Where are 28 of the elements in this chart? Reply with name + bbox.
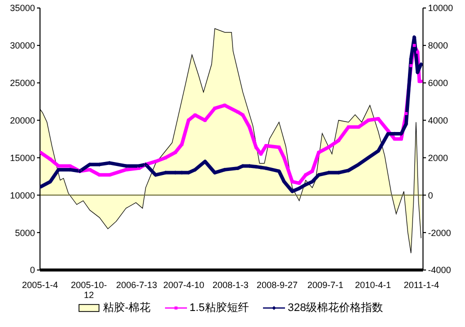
y2-tick-label: 4000 xyxy=(428,115,448,126)
y-tick-label: 25000 xyxy=(10,78,35,88)
y2-tick-label: -2000 xyxy=(428,228,452,238)
y-tick-label: 5000 xyxy=(14,228,35,238)
x-tick-label: 2005-1-4 xyxy=(22,280,58,290)
x-tick-label: 2008-9-27 xyxy=(256,280,298,290)
x-tick-label: 2009-7-1 xyxy=(307,280,344,290)
legend-label: 328级棉花价格指数 xyxy=(286,301,384,315)
y2-tick-label: 2000 xyxy=(428,152,448,163)
y-tick-label: 35000 xyxy=(10,3,35,14)
y2-tick-label: 10000 xyxy=(428,3,454,14)
y2-tick-label: 0 xyxy=(428,190,434,200)
x-tick-label: 2007-4-10 xyxy=(163,280,204,290)
y-tick-label: 15000 xyxy=(10,152,35,163)
legend-label: 粘胶-棉花 xyxy=(102,300,150,315)
legend-label: 1.5粘胶短纤 xyxy=(188,300,249,315)
y-tick-label: 20000 xyxy=(10,115,35,126)
x-tick-label: 2008-1-3 xyxy=(212,280,248,290)
y2-tick-label: 6000 xyxy=(428,78,448,88)
y-tick-label: 10000 xyxy=(10,190,35,200)
y-tick-label: 30000 xyxy=(10,40,35,51)
y2-tick-label: 8000 xyxy=(428,40,448,51)
x-tick-label: 2011-1-4 xyxy=(404,280,440,290)
y2-tick-label: -4000 xyxy=(428,265,452,276)
y-tick-label: 0 xyxy=(30,265,35,276)
x-tick-label: 2010-4-1 xyxy=(355,280,392,290)
x-tick-label: 2006-7-13 xyxy=(116,280,158,290)
x-tick-label: 2005-10-12 xyxy=(70,280,107,300)
